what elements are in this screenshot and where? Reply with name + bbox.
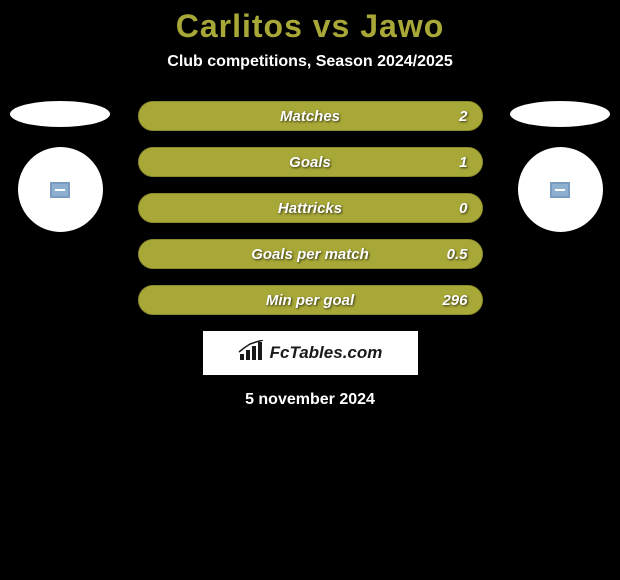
stat-value: 0.5 [447, 246, 468, 263]
brand-box[interactable]: FcTables.com [203, 331, 418, 375]
stat-value: 1 [459, 154, 467, 171]
player-right-avatar [518, 147, 603, 232]
stat-row: Min per goal 296 [138, 285, 483, 315]
player-left-avatar [18, 147, 103, 232]
subtitle: Club competitions, Season 2024/2025 [0, 53, 620, 71]
brand-text: FcTables.com [270, 343, 383, 363]
player-right-column [510, 101, 610, 232]
date-text: 5 november 2024 [0, 391, 620, 409]
stat-label: Goals [289, 154, 331, 171]
stat-row: Matches 2 [138, 101, 483, 131]
stat-value: 2 [459, 108, 467, 125]
page-title: Carlitos vs Jawo [0, 8, 620, 45]
stat-row: Hattricks 0 [138, 193, 483, 223]
brand-chart-icon [238, 340, 264, 367]
stat-label: Min per goal [266, 292, 354, 309]
stats-area: Matches 2 Goals 1 Hattricks 0 Goals per … [0, 101, 620, 315]
stat-label: Hattricks [278, 200, 342, 217]
player-right-name-ellipse [510, 101, 610, 127]
stat-row: Goals 1 [138, 147, 483, 177]
comparison-card: Carlitos vs Jawo Club competitions, Seas… [0, 0, 620, 409]
placeholder-image-icon [50, 182, 70, 198]
stat-rows: Matches 2 Goals 1 Hattricks 0 Goals per … [138, 101, 483, 315]
stat-label: Matches [280, 108, 340, 125]
stat-value: 0 [459, 200, 467, 217]
player-left-name-ellipse [10, 101, 110, 127]
placeholder-image-icon [550, 182, 570, 198]
stat-label: Goals per match [251, 246, 369, 263]
stat-row: Goals per match 0.5 [138, 239, 483, 269]
stat-value: 296 [442, 292, 467, 309]
player-left-column [10, 101, 110, 232]
